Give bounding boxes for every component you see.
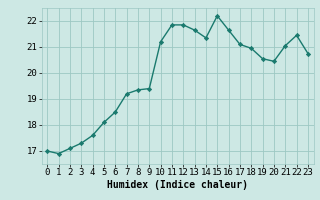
X-axis label: Humidex (Indice chaleur): Humidex (Indice chaleur) — [107, 180, 248, 190]
